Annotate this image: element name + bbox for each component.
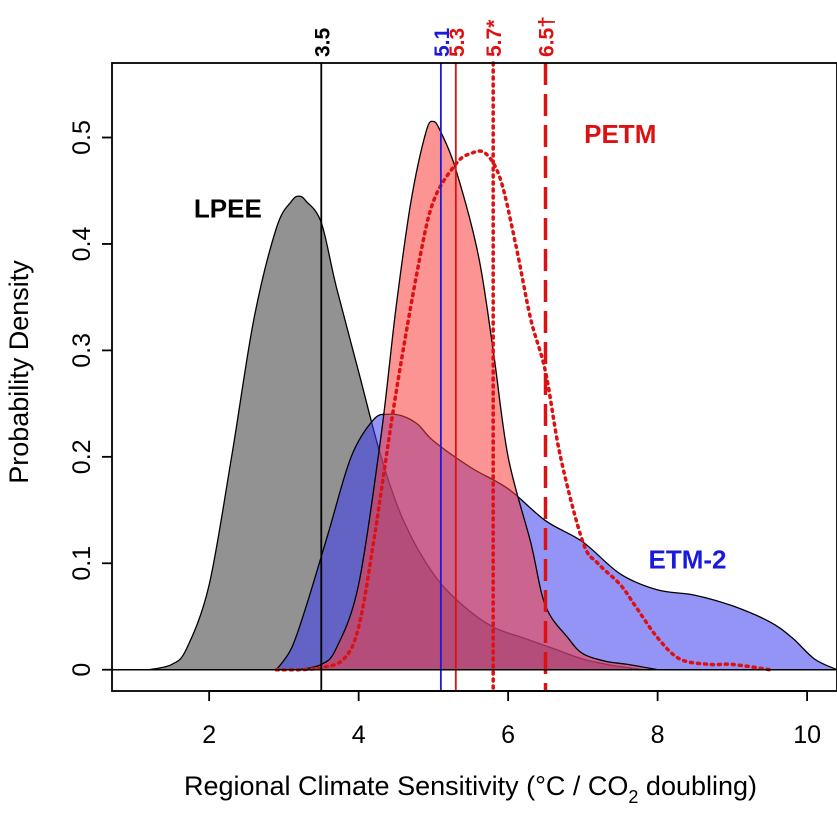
x-tick-label: 6 bbox=[501, 721, 515, 749]
vline-label-0: 3.5 bbox=[311, 27, 334, 57]
vline-label-1: 5.1 bbox=[431, 27, 454, 57]
density-area-petm bbox=[298, 120, 658, 671]
vline-label-3: 5.7* bbox=[483, 19, 506, 57]
y-tick-label: 0.2 bbox=[68, 439, 96, 474]
series-label-lpee: LPEE bbox=[194, 193, 262, 223]
chart-labels: 3.5 5.15.3 5.7* 6.5† LPEE PETM ETM-2 bbox=[194, 16, 727, 574]
x-axis-title-main: Regional Climate Sensitivity (°C / CO bbox=[184, 771, 628, 801]
x-tick-label: 10 bbox=[793, 721, 821, 749]
x-tick-label: 8 bbox=[651, 721, 665, 749]
y-tick-label: 0.5 bbox=[68, 120, 96, 155]
density-curve-petm-dotted bbox=[274, 149, 772, 672]
density-areas bbox=[149, 120, 837, 671]
x-axis-title: Regional Climate Sensitivity (°C / CO2 d… bbox=[184, 771, 757, 807]
x-tick-label: 2 bbox=[202, 721, 216, 749]
series-label-etm-2: ETM-2 bbox=[649, 545, 727, 575]
x-axis-title-sub: 2 bbox=[628, 787, 638, 807]
y-tick-label: 0.3 bbox=[68, 333, 96, 368]
y-axis-title: Probability Density bbox=[4, 260, 34, 484]
y-tick-label: 0 bbox=[68, 663, 96, 677]
vline-label-4: 6.5† bbox=[536, 16, 559, 57]
reference-lines bbox=[320, 61, 548, 693]
axes: 2 4 6 8 10 0 0.1 0.2 0.3 0.4 0.5 Regional Climate S… bbox=[4, 62, 837, 807]
series-label-petm: PETM bbox=[584, 119, 656, 149]
y-tick-label: 0.1 bbox=[68, 546, 96, 581]
x-tick-label: 4 bbox=[352, 721, 366, 749]
density-curves bbox=[274, 149, 772, 672]
x-axis-title-end: doubling) bbox=[638, 771, 757, 801]
y-tick-label: 0.4 bbox=[68, 226, 96, 261]
vline-label-2: 5.3 bbox=[446, 28, 469, 57]
